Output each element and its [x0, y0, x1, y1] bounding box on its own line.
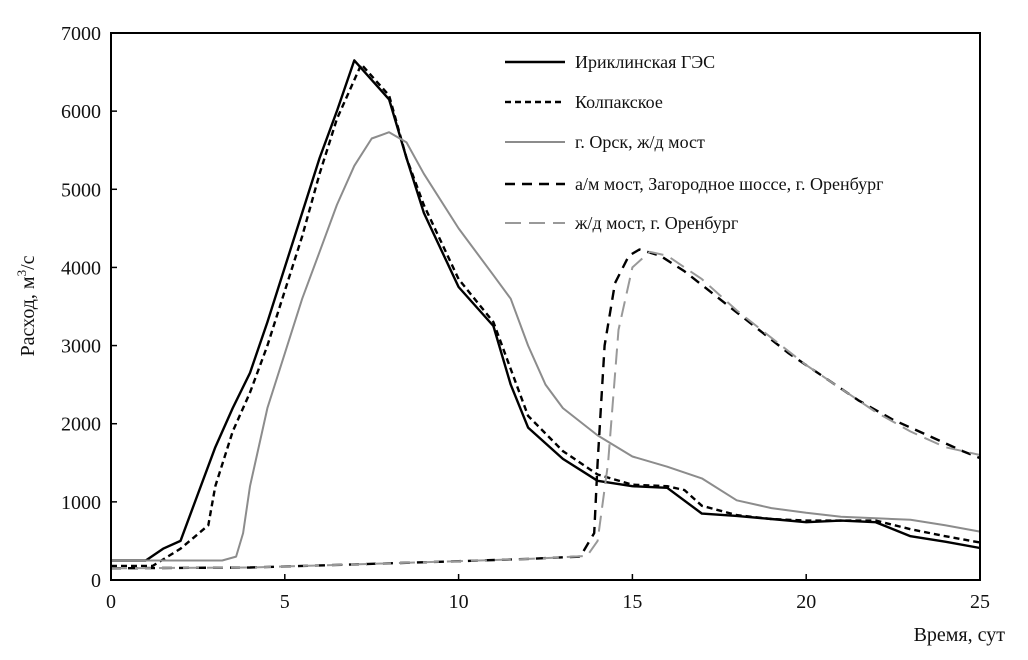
y-tick-label: 1000 [61, 492, 101, 514]
series-line-1 [111, 63, 981, 568]
legend-label: г. Орск, ж/д мост [575, 132, 705, 152]
plot-frame [110, 32, 981, 581]
y-tick-label: 4000 [61, 257, 101, 279]
series-line-2 [111, 131, 981, 562]
legend-label: Колпакское [575, 92, 663, 112]
y-tick-label: 3000 [61, 336, 101, 358]
x-axis-label: Время, сут [914, 624, 1006, 646]
legend-label: а/м мост, Загородное шоссе, г. Оренбург [575, 174, 883, 194]
y-tick-label: 5000 [61, 179, 101, 201]
series-lines [110, 59, 981, 570]
y-tick-label: 7000 [61, 23, 101, 45]
x-tick-label: 10 [449, 591, 469, 613]
x-tick-label: 15 [622, 591, 642, 613]
series-line-3 [110, 248, 981, 570]
y-tick-label: 6000 [61, 101, 101, 123]
y-tick-label: 0 [91, 570, 101, 592]
x-tick-label: 25 [970, 591, 990, 613]
y-tick-label: 2000 [61, 414, 101, 436]
series-line-0 [111, 59, 981, 562]
axis-ticks: 0 5 10 15 20 25 0 1000 2000 3000 4000 5000 6000 7000 [61, 23, 990, 613]
x-tick-label: 5 [280, 591, 290, 613]
legend: Ириклинская ГЭС Колпакское г. Орск, ж/д мо… [505, 52, 883, 233]
y-axis-label: Расход, м3/с [14, 255, 39, 356]
x-tick-label: 20 [796, 591, 816, 613]
series-line-4 [110, 250, 981, 570]
legend-label: ж/д мост, г. Оренбург [574, 213, 738, 233]
x-tick-label: 0 [106, 591, 116, 613]
legend-label: Ириклинская ГЭС [575, 52, 715, 72]
